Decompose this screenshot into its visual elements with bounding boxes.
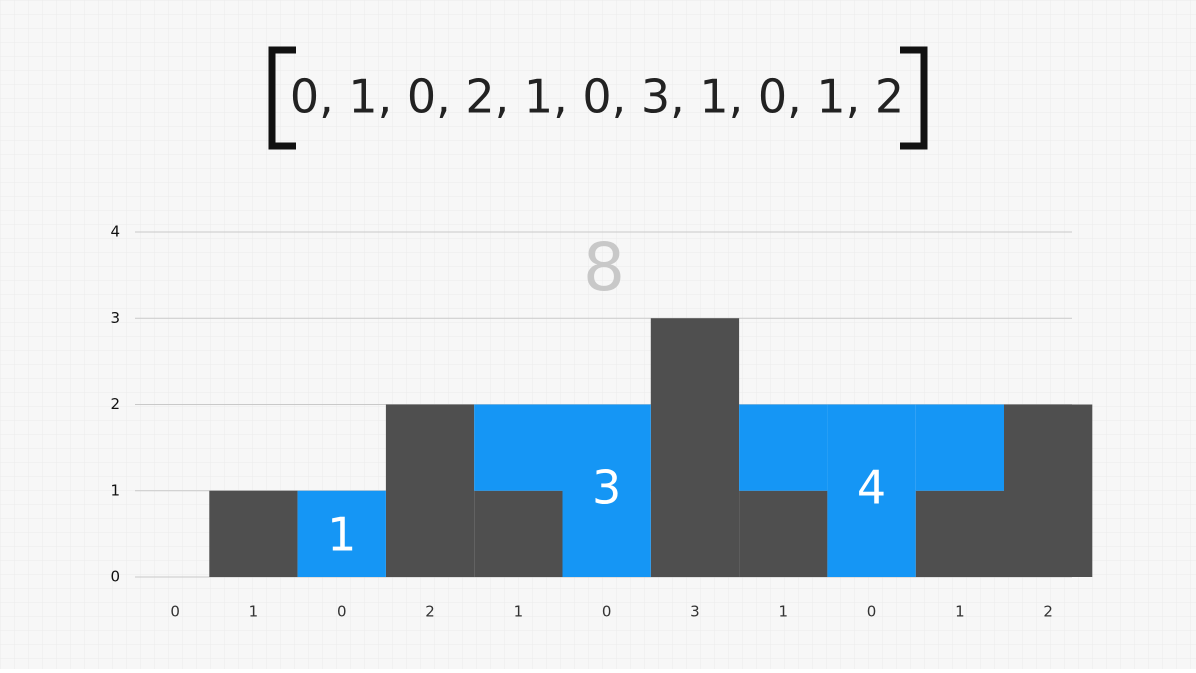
elevation-bar (739, 490, 828, 577)
x-tick-label: 3 (690, 603, 700, 621)
left-bracket (268, 46, 296, 150)
water-bar (827, 404, 916, 577)
y-tick-label: 0 (110, 568, 120, 586)
elevation-bar (1004, 404, 1093, 577)
y-tick-label: 4 (110, 223, 120, 241)
water-bar (474, 404, 563, 491)
x-tick-label: 2 (425, 603, 435, 621)
water-bar (739, 404, 828, 491)
x-tick-label: 2 (1043, 603, 1053, 621)
region-total-label: 4 (857, 460, 886, 514)
y-tick-label: 2 (110, 395, 120, 413)
x-tick-label: 1 (249, 603, 259, 621)
array-title: 0, 1, 0, 2, 1, 0, 3, 1, 0, 1, 2 (290, 70, 904, 124)
elevation-bar (474, 490, 563, 577)
right-bracket (900, 46, 928, 150)
region-total-label: 3 (592, 460, 621, 514)
x-tick-label: 1 (514, 603, 524, 621)
x-tick-label: 1 (778, 603, 788, 621)
elevation-bar (209, 490, 298, 577)
water-bar (915, 404, 1004, 491)
y-tick-label: 3 (110, 309, 120, 327)
x-tick-label: 0 (602, 603, 612, 621)
x-tick-label: 0 (170, 603, 180, 621)
elevation-bar (650, 318, 740, 577)
x-tick-label: 0 (337, 603, 347, 621)
water-bar (297, 490, 386, 577)
region-total-label: 1 (327, 507, 356, 561)
total-label: 8 (583, 229, 625, 306)
elevation-bar (385, 404, 475, 577)
elevation-bar (915, 490, 1004, 577)
x-tick-label: 0 (867, 603, 877, 621)
water-bar (562, 404, 651, 577)
x-tick-label: 1 (955, 603, 965, 621)
y-tick-label: 1 (110, 481, 120, 499)
